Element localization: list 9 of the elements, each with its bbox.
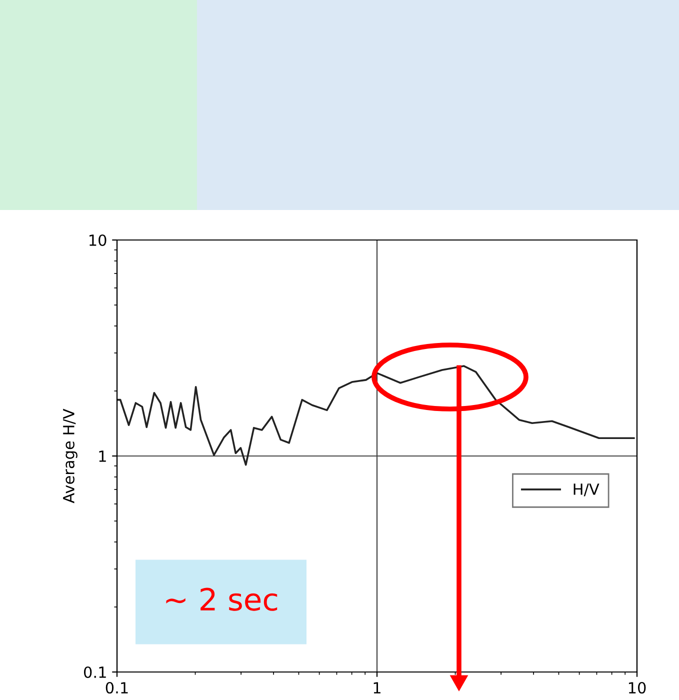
- y-tick-label: 1: [99, 450, 106, 462]
- x-tick-label: 0.1: [106, 682, 128, 694]
- x-tick-label: 1: [374, 682, 380, 694]
- annotation: ~ 2 sec: [166, 588, 278, 611]
- legend-label: H/V: [574, 484, 600, 496]
- y-axis-title: Average H/V: [63, 408, 78, 504]
- y-tick-label: 0.1: [84, 666, 106, 678]
- x-tick-label: 10: [628, 682, 646, 694]
- y-tick-label: 10: [90, 234, 106, 246]
